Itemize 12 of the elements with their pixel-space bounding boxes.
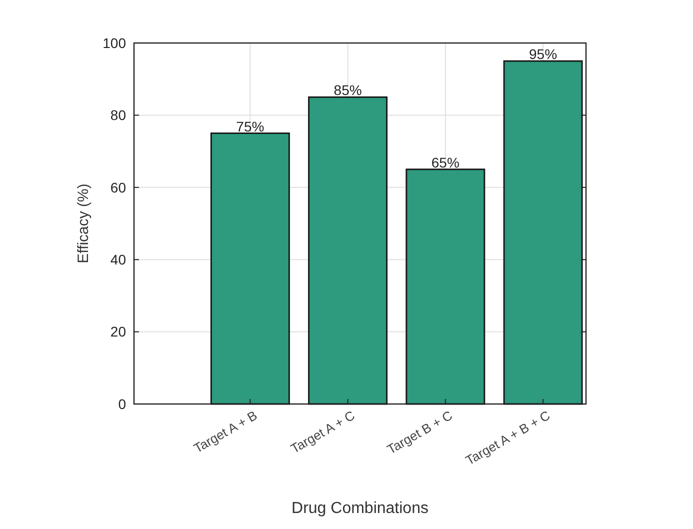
x-axis-title: Drug Combinations: [292, 500, 428, 517]
y-tick-label: 20: [110, 324, 126, 340]
y-tick-label: 0: [118, 396, 126, 412]
data-label: 85%: [334, 82, 362, 98]
y-tick-label: 40: [110, 252, 126, 268]
data-label: 95%: [529, 46, 558, 62]
y-tick-label: 60: [110, 179, 126, 196]
data-label: 75%: [236, 118, 264, 134]
y-tick-label: 100: [102, 34, 126, 51]
y-tick-label: 80: [110, 107, 126, 124]
data-label: 65%: [431, 154, 460, 170]
y-axis-title: Efficacy (%): [75, 184, 92, 264]
